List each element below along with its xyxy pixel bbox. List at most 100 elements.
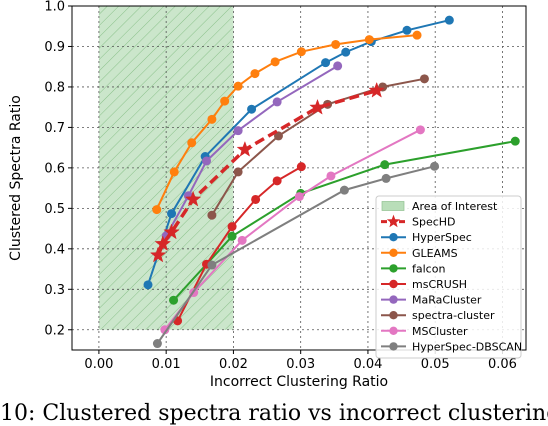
data-point-hyperspec-dbscan: [430, 161, 440, 171]
data-point-maracluster: [233, 126, 243, 136]
data-point-gleams: [412, 30, 422, 40]
data-point-mscluster: [326, 171, 336, 181]
series-line-maracluster: [165, 65, 339, 237]
y-tick-label: 0.8: [44, 80, 65, 95]
y-tick-label: 0.2: [44, 323, 65, 338]
series-line-spectra-cluster: [211, 77, 425, 216]
x-tick-label: 0.05: [421, 357, 450, 372]
legend-marker-mscluster: [389, 326, 398, 335]
data-point-spechd: [184, 190, 202, 207]
data-point-falcon: [510, 136, 520, 146]
legend-marker-mscrush: [389, 279, 398, 289]
data-point-falcon: [169, 295, 179, 305]
data-point-spectra-cluster: [233, 167, 243, 177]
legend-box: [375, 195, 522, 359]
legend-marker-spectra-cluster: [389, 311, 398, 320]
data-point-gleams: [187, 138, 197, 148]
data-point-spechd: [163, 223, 180, 240]
legend-label-mscluster: MSCluster: [412, 325, 468, 338]
data-point-maracluster: [202, 156, 212, 166]
legend-label-mscrush: msCRUSH: [412, 278, 467, 291]
legend-label-spectra-cluster: spectra-cluster: [412, 309, 495, 322]
ticks-layer: 0.00 0.01 0.02 0.03 0.04 0.05 0.06 0.2 0.3 0.4 0.5…: [44, 0, 517, 372]
y-tick-label: 0.6: [44, 161, 65, 176]
data-point-mscluster: [237, 235, 247, 245]
data-point-mscluster: [160, 325, 170, 335]
data-point-spechd: [368, 81, 385, 98]
series-gleams: [152, 30, 422, 215]
legend: Area of Interest SpecHD HyperSpec GLEAMS fal…: [375, 195, 522, 359]
y-tick-label: 0.4: [44, 242, 65, 257]
legend-label-hyperspec-dbscan: HyperSpec-DBSCAN: [412, 340, 522, 353]
data-point-hyperspec: [341, 47, 351, 57]
data-point-gleams: [152, 205, 162, 215]
plot-frame: [71, 5, 527, 351]
x-tick-label: 0.04: [353, 357, 382, 372]
data-point-mscrush: [227, 222, 237, 232]
data-point-spechd: [154, 235, 172, 251]
series-maracluster: [161, 61, 343, 241]
data-point-mscrush: [296, 162, 306, 172]
data-point-gleams: [250, 69, 260, 79]
data-point-spectra-cluster: [419, 74, 429, 84]
y-tick-label: 0.3: [44, 283, 65, 298]
legend-swatch-area-of-interest: [381, 201, 405, 211]
data-point-spechd: [309, 98, 326, 115]
legend-label-falcon: falcon: [412, 262, 445, 275]
legend-marker-falcon: [389, 264, 398, 273]
series-line-gleams: [155, 34, 418, 211]
data-point-spechd: [236, 140, 254, 157]
series-spectra-cluster: [207, 74, 429, 220]
data-point-hyperspec-dbscan: [381, 173, 391, 183]
data-point-gleams: [220, 96, 230, 106]
data-point-mscluster: [415, 125, 425, 135]
data-point-mscluster: [294, 192, 304, 202]
data-point-spectra-cluster: [207, 210, 217, 220]
legend-marker-maracluster: [389, 295, 398, 304]
data-point-gleams: [331, 39, 341, 49]
y-tick-label: 0.5: [44, 202, 65, 217]
series-layer: [143, 15, 520, 349]
series-mscrush: [173, 162, 306, 326]
x-axis-label: Incorrect Clustering Ratio: [210, 374, 388, 390]
data-point-hyperspec-dbscan: [152, 339, 162, 349]
y-tick-label: 0.9: [44, 40, 65, 55]
legend-marker-hyperspec: [389, 233, 398, 242]
data-point-maracluster: [333, 61, 343, 71]
data-point-gleams: [207, 114, 217, 124]
data-point-maracluster: [272, 97, 282, 107]
data-point-gleams: [270, 57, 280, 67]
x-tick-label: 0.00: [84, 357, 113, 372]
data-point-hyperspec: [167, 209, 177, 219]
y-tick-label: 0.7: [44, 121, 65, 136]
series-line-mscrush: [176, 165, 302, 322]
legend-label-maracluster: MaRaCluster: [412, 294, 482, 307]
x-tick-label: 0.03: [286, 357, 315, 372]
legend-marker-spechd: [386, 214, 401, 228]
x-tick-label: 0.06: [488, 357, 517, 372]
y-axis-label: Clustered Spectra Ratio: [8, 95, 24, 261]
chart: 0.00 0.01 0.02 0.03 0.04 0.05 0.06 0.2 0.3 0.4 0.5…: [8, 0, 527, 390]
legend-label-gleams: GLEAMS: [412, 247, 458, 260]
data-point-mscrush: [251, 194, 261, 204]
data-point-gleams: [296, 47, 306, 57]
figure-caption: 10: Clustered spectra ratio vs incorrect…: [0, 402, 548, 426]
data-point-gleams: [233, 81, 243, 91]
x-tick-label: 0.02: [219, 357, 248, 372]
data-point-hyperspec-dbscan: [207, 260, 217, 270]
data-point-mscrush: [272, 176, 282, 186]
x-tick-label: 0.01: [152, 357, 181, 372]
data-point-falcon: [380, 160, 390, 170]
data-point-hyperspec-dbscan: [339, 185, 349, 195]
legend-label-hyperspec: HyperSpec: [412, 231, 472, 244]
legend-marker-hyperspec-dbscan: [389, 342, 398, 351]
series-spechd: [149, 81, 385, 263]
data-point-spechd: [149, 246, 167, 263]
data-point-falcon: [227, 231, 237, 241]
data-point-hyperspec: [321, 58, 331, 68]
legend-label-area-of-interest: Area of Interest: [412, 200, 498, 213]
data-point-hyperspec: [444, 15, 454, 25]
legend-label-spechd: SpecHD: [412, 216, 456, 229]
data-point-hyperspec: [247, 104, 257, 114]
data-point-gleams: [364, 35, 374, 45]
